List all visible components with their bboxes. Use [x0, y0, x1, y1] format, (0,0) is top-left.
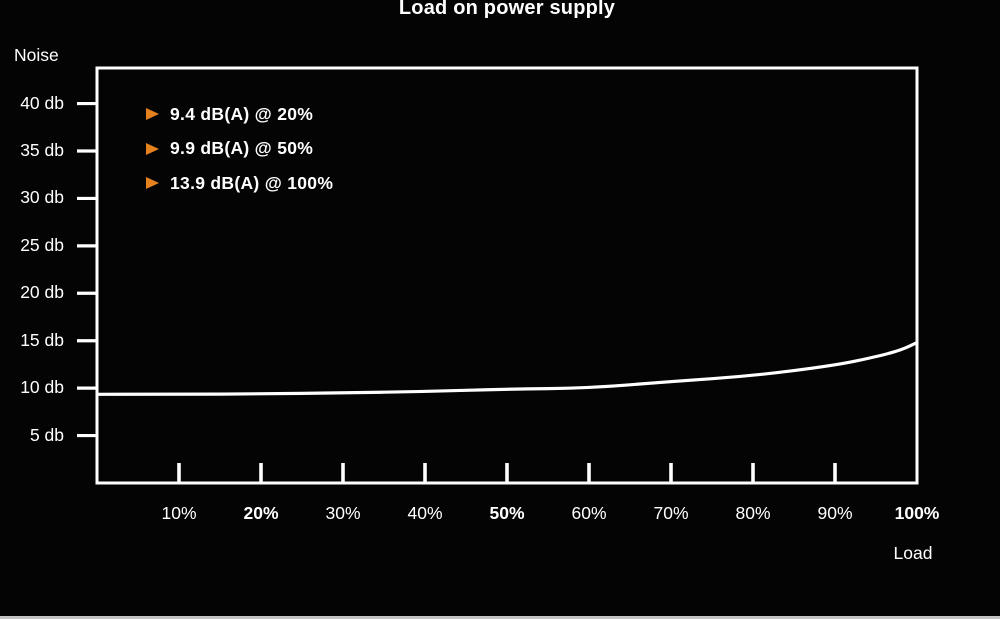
- y-tick-label: 35 db: [20, 140, 64, 160]
- y-tick-label: 20 db: [20, 282, 64, 303]
- right-arrow-icon: [146, 108, 159, 120]
- y-tick-label: 25 db: [20, 234, 64, 255]
- y-tick-label: 30 db: [20, 187, 64, 208]
- x-tick-label: 10%: [161, 503, 197, 523]
- right-arrow-icon: [146, 177, 159, 189]
- x-tick-label: 80%: [735, 503, 771, 523]
- annotation-row: 13.9 dB(A) @ 100%: [146, 173, 333, 193]
- x-tick-label: 30%: [325, 503, 361, 523]
- y-tick-label: 10 db: [20, 377, 64, 398]
- x-tick-label: 60%: [571, 503, 607, 523]
- annotation-text: 9.9 dB(A) @ 50%: [170, 138, 314, 158]
- x-tick-label: 100%: [894, 503, 940, 523]
- y-tick-label: 5 db: [29, 424, 64, 445]
- noise-curve: [95, 341, 919, 396]
- y-tick-label: 15 db: [20, 329, 64, 350]
- x-tick-label: 70%: [653, 503, 689, 523]
- annotation-text: 13.9 dB(A) @ 100%: [170, 172, 334, 193]
- right-arrow-icon: [146, 142, 159, 155]
- x-axis-title: Load: [893, 543, 933, 563]
- x-tick-label: 20%: [243, 503, 279, 523]
- annotation-row: 9.9 dB(A) @ 50%: [146, 138, 333, 159]
- x-tick-label: 50%: [489, 503, 525, 523]
- x-tick-label: 40%: [407, 503, 443, 523]
- y-axis-title: Noise: [14, 45, 59, 65]
- annotations-list: 9.4 dB(A) @ 20% 9.9 dB(A) @ 50% 13.9 dB(…: [146, 104, 333, 208]
- annotation-text: 9.4 dB(A) @ 20%: [170, 103, 314, 124]
- chart-title: Load on power supply: [398, 0, 616, 19]
- y-tick-label: 40 db: [20, 92, 64, 113]
- annotation-row: 9.4 dB(A) @ 20%: [146, 104, 333, 124]
- x-tick-label: 90%: [817, 503, 853, 523]
- bottom-edge-strip: [0, 616, 1000, 619]
